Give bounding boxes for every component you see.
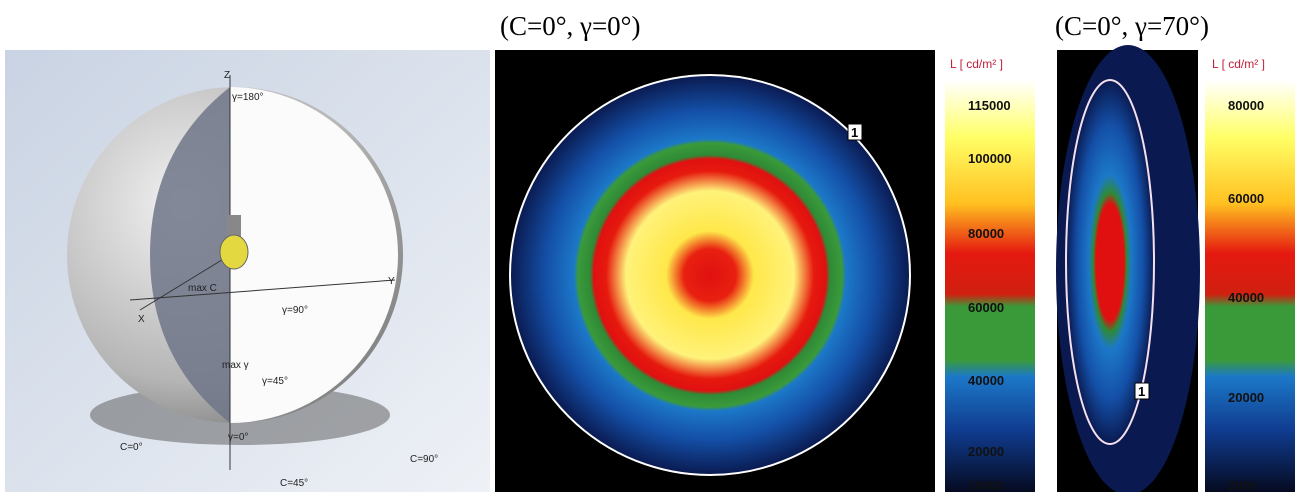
scale-label: 115000 (968, 98, 1011, 113)
luminance-map (1065, 79, 1155, 445)
colorbar (1205, 80, 1295, 492)
label: γ=180° (232, 92, 264, 103)
marker-label: 1 (1138, 384, 1145, 399)
scale-label: 40000 (968, 373, 1004, 388)
label: γ=0° (228, 432, 248, 443)
label: max C (188, 283, 217, 294)
scale-label: 20000 (1228, 390, 1264, 405)
caption: (C=0°, γ=70°) (1055, 11, 1209, 41)
marker-box (847, 123, 863, 141)
colorbar-ticks: 115000 100000 80000 60000 40000 20000 10000 (968, 98, 1011, 492)
scale-label: 100000 (968, 151, 1011, 166)
caption: (C=0°, γ=0°) (500, 11, 640, 41)
unit-label: L [ cd/m² ] (950, 57, 1003, 71)
scale-label: 10000 (968, 478, 1004, 492)
y-axis (129, 279, 396, 301)
scale-label: 60000 (968, 300, 1004, 315)
label: X (138, 314, 145, 325)
label: γ=45° (262, 376, 288, 387)
scale-label: 40000 (1228, 290, 1264, 305)
label: C=90° (410, 454, 438, 465)
label: Z (224, 70, 230, 81)
cut-shadow (150, 87, 230, 423)
label: C=0° (120, 442, 143, 453)
label: C=45° (280, 478, 308, 489)
cut-face (230, 87, 398, 423)
label: γ=90° (282, 305, 308, 316)
scale-label: 80000 (1228, 98, 1264, 113)
scale-label: 80000 (968, 226, 1004, 241)
luminance-map (509, 74, 911, 476)
colorbar (945, 80, 1035, 492)
scale-label: 2000 (1228, 478, 1257, 492)
colorbar-ticks: 80000 60000 40000 20000 2000 (1228, 98, 1264, 492)
lamp-base (227, 215, 241, 237)
label: Y (388, 276, 395, 287)
marker-label: 1 (851, 125, 858, 140)
scale-label: 20000 (968, 444, 1004, 459)
marker-box (1134, 382, 1150, 400)
lamp (219, 234, 249, 270)
unit-label: L [ cd/m² ] (1212, 57, 1265, 71)
x-axis (139, 254, 231, 311)
scale-label: 60000 (1228, 191, 1264, 206)
label: max γ (222, 360, 249, 371)
